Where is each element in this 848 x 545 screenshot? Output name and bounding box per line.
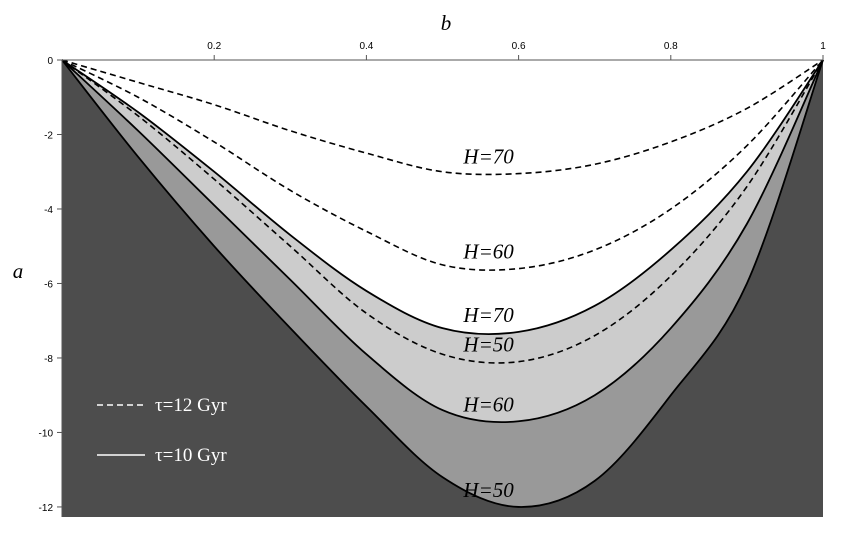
y-axis-label: a: [13, 259, 24, 283]
series-line: [61, 59, 824, 364]
x-axis-label: b: [441, 11, 452, 35]
x-tick-label: 0.4: [359, 41, 373, 52]
curve-label: H=60: [462, 392, 514, 416]
y-tick-label: 0: [47, 56, 53, 67]
curve-label: H=50: [462, 333, 514, 357]
series-line: [61, 59, 824, 336]
x-tick-label: 1: [820, 41, 826, 52]
y-tick-label: -6: [44, 279, 53, 290]
series-line: [61, 59, 824, 508]
series-line: [61, 59, 824, 424]
curve-label: H=50: [462, 478, 514, 502]
series-line: [61, 59, 824, 271]
legend-label: τ=12 Gyr: [155, 395, 227, 416]
y-tick-label: -10: [39, 428, 54, 439]
curve-label: H=70: [462, 303, 514, 327]
series-line: [61, 59, 824, 176]
x-tick-label: 0.8: [664, 41, 678, 52]
y-tick-label: -4: [44, 205, 53, 216]
x-tick-label: 0.2: [207, 41, 221, 52]
y-tick-label: -12: [39, 503, 54, 514]
y-tick-label: -2: [44, 130, 53, 141]
curve-label: H=60: [462, 240, 514, 264]
fill-area: [62, 60, 823, 517]
x-tick-label: 0.6: [512, 41, 526, 52]
curve-label: H=70: [462, 145, 514, 169]
legend-label: τ=10 Gyr: [155, 445, 227, 466]
y-tick-label: -8: [44, 354, 53, 365]
